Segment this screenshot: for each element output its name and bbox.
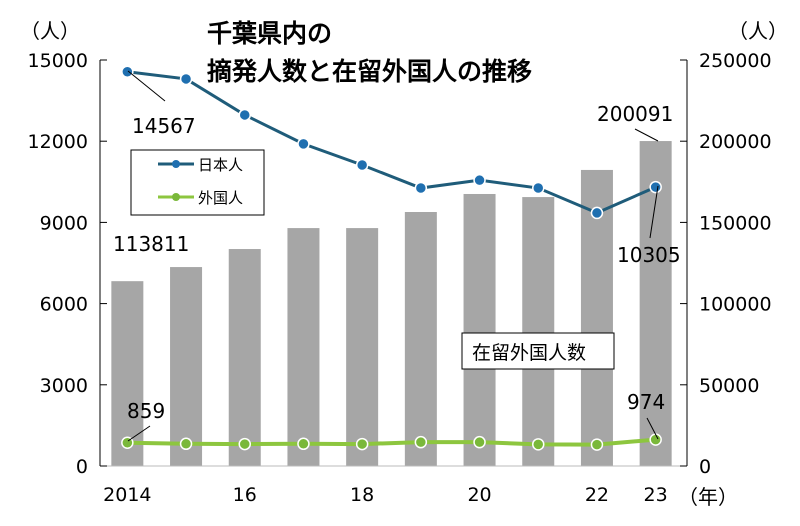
annotation-fr-first: 859 xyxy=(127,399,165,423)
point-foreign-2023 xyxy=(649,433,662,446)
bar-2020 xyxy=(463,193,496,467)
point-foreign-2020 xyxy=(473,435,486,449)
point-foreign-2021 xyxy=(532,438,545,451)
point-japanese-2017 xyxy=(297,137,310,151)
point-japanese-2022 xyxy=(590,206,604,220)
bar-2018 xyxy=(346,228,379,466)
point-japanese-2016 xyxy=(238,108,251,122)
annotation-bar-first: 113811 xyxy=(113,232,189,256)
point-japanese-2015 xyxy=(179,72,193,86)
chart-title-line2: 摘発人数と在留外国人の推移 xyxy=(207,57,532,86)
point-foreign-2017 xyxy=(297,437,310,451)
annotation-jp-last: 10305 xyxy=(617,243,681,267)
bar-2014 xyxy=(111,281,144,466)
bar-series-label: 在留外国人数 xyxy=(461,332,615,370)
legend-marker-japanese xyxy=(172,160,180,168)
x-tick-label: 23 xyxy=(644,484,668,506)
bar-2019 xyxy=(404,212,437,466)
point-foreign-2019 xyxy=(414,435,428,449)
left-axis-unit: （人） xyxy=(20,19,80,43)
point-japanese-2014 xyxy=(121,65,134,78)
left-tick-label: 9000 xyxy=(40,212,88,234)
left-tick-label: 12000 xyxy=(28,131,88,153)
leader-fr-first xyxy=(127,425,151,442)
x-tick-label: 22 xyxy=(585,484,609,506)
bar-2022 xyxy=(580,169,613,466)
left-tick-label: 15000 xyxy=(28,50,88,72)
left-tick-label: 3000 xyxy=(40,375,88,397)
right-tick-label: 150000 xyxy=(699,212,772,234)
point-japanese-2023 xyxy=(649,180,662,194)
right-tick-label: 250000 xyxy=(699,50,772,72)
leader-jp-last xyxy=(649,185,659,239)
right-tick-label: 0 xyxy=(699,456,711,478)
point-foreign-2015 xyxy=(179,437,193,451)
right-tick-label: 200000 xyxy=(699,131,772,153)
bar-2021 xyxy=(522,197,555,466)
line-series-japanese xyxy=(127,70,657,215)
chart-title-line1: 千葉県内の xyxy=(207,19,332,48)
leader-jp-first xyxy=(127,70,166,102)
x-tick-label: 18 xyxy=(350,484,374,506)
line-series-foreign xyxy=(127,437,656,447)
point-foreign-2022 xyxy=(590,438,604,451)
annotation-bar-last: 200091 xyxy=(597,102,673,126)
annotation-fr-last: 974 xyxy=(627,390,665,414)
leader-fr-last xyxy=(646,417,659,440)
legend: 日本人 外国人 xyxy=(130,149,265,216)
bar-2015 xyxy=(170,267,203,466)
right-tick-label: 50000 xyxy=(699,375,759,397)
bar-2017 xyxy=(287,228,320,466)
x-tick-label: 2014 xyxy=(103,484,151,506)
bar-2016 xyxy=(228,249,261,466)
x-tick-label: 16 xyxy=(233,484,257,506)
point-japanese-2019 xyxy=(414,181,428,195)
point-foreign-2016 xyxy=(238,437,251,451)
right-axis-unit: （人） xyxy=(728,19,788,43)
svg-text:在留外国人数: 在留外国人数 xyxy=(472,342,586,364)
legend-label-japanese: 日本人 xyxy=(198,156,243,174)
x-axis-unit: （年） xyxy=(678,485,738,509)
point-japanese-2018 xyxy=(355,158,369,172)
legend-marker-foreign xyxy=(172,193,180,201)
bar-2023 xyxy=(639,141,672,466)
left-tick-label: 0 xyxy=(76,456,88,478)
right-tick-label: 100000 xyxy=(699,294,772,316)
point-japanese-2021 xyxy=(532,181,545,195)
point-foreign-2018 xyxy=(355,437,369,451)
leader-bar-last xyxy=(634,128,659,142)
point-japanese-2020 xyxy=(473,173,486,187)
x-tick-label: 20 xyxy=(467,484,491,506)
legend-label-foreign: 外国人 xyxy=(198,189,243,207)
annotation-jp-first: 14567 xyxy=(132,114,196,138)
left-tick-label: 6000 xyxy=(40,294,88,316)
